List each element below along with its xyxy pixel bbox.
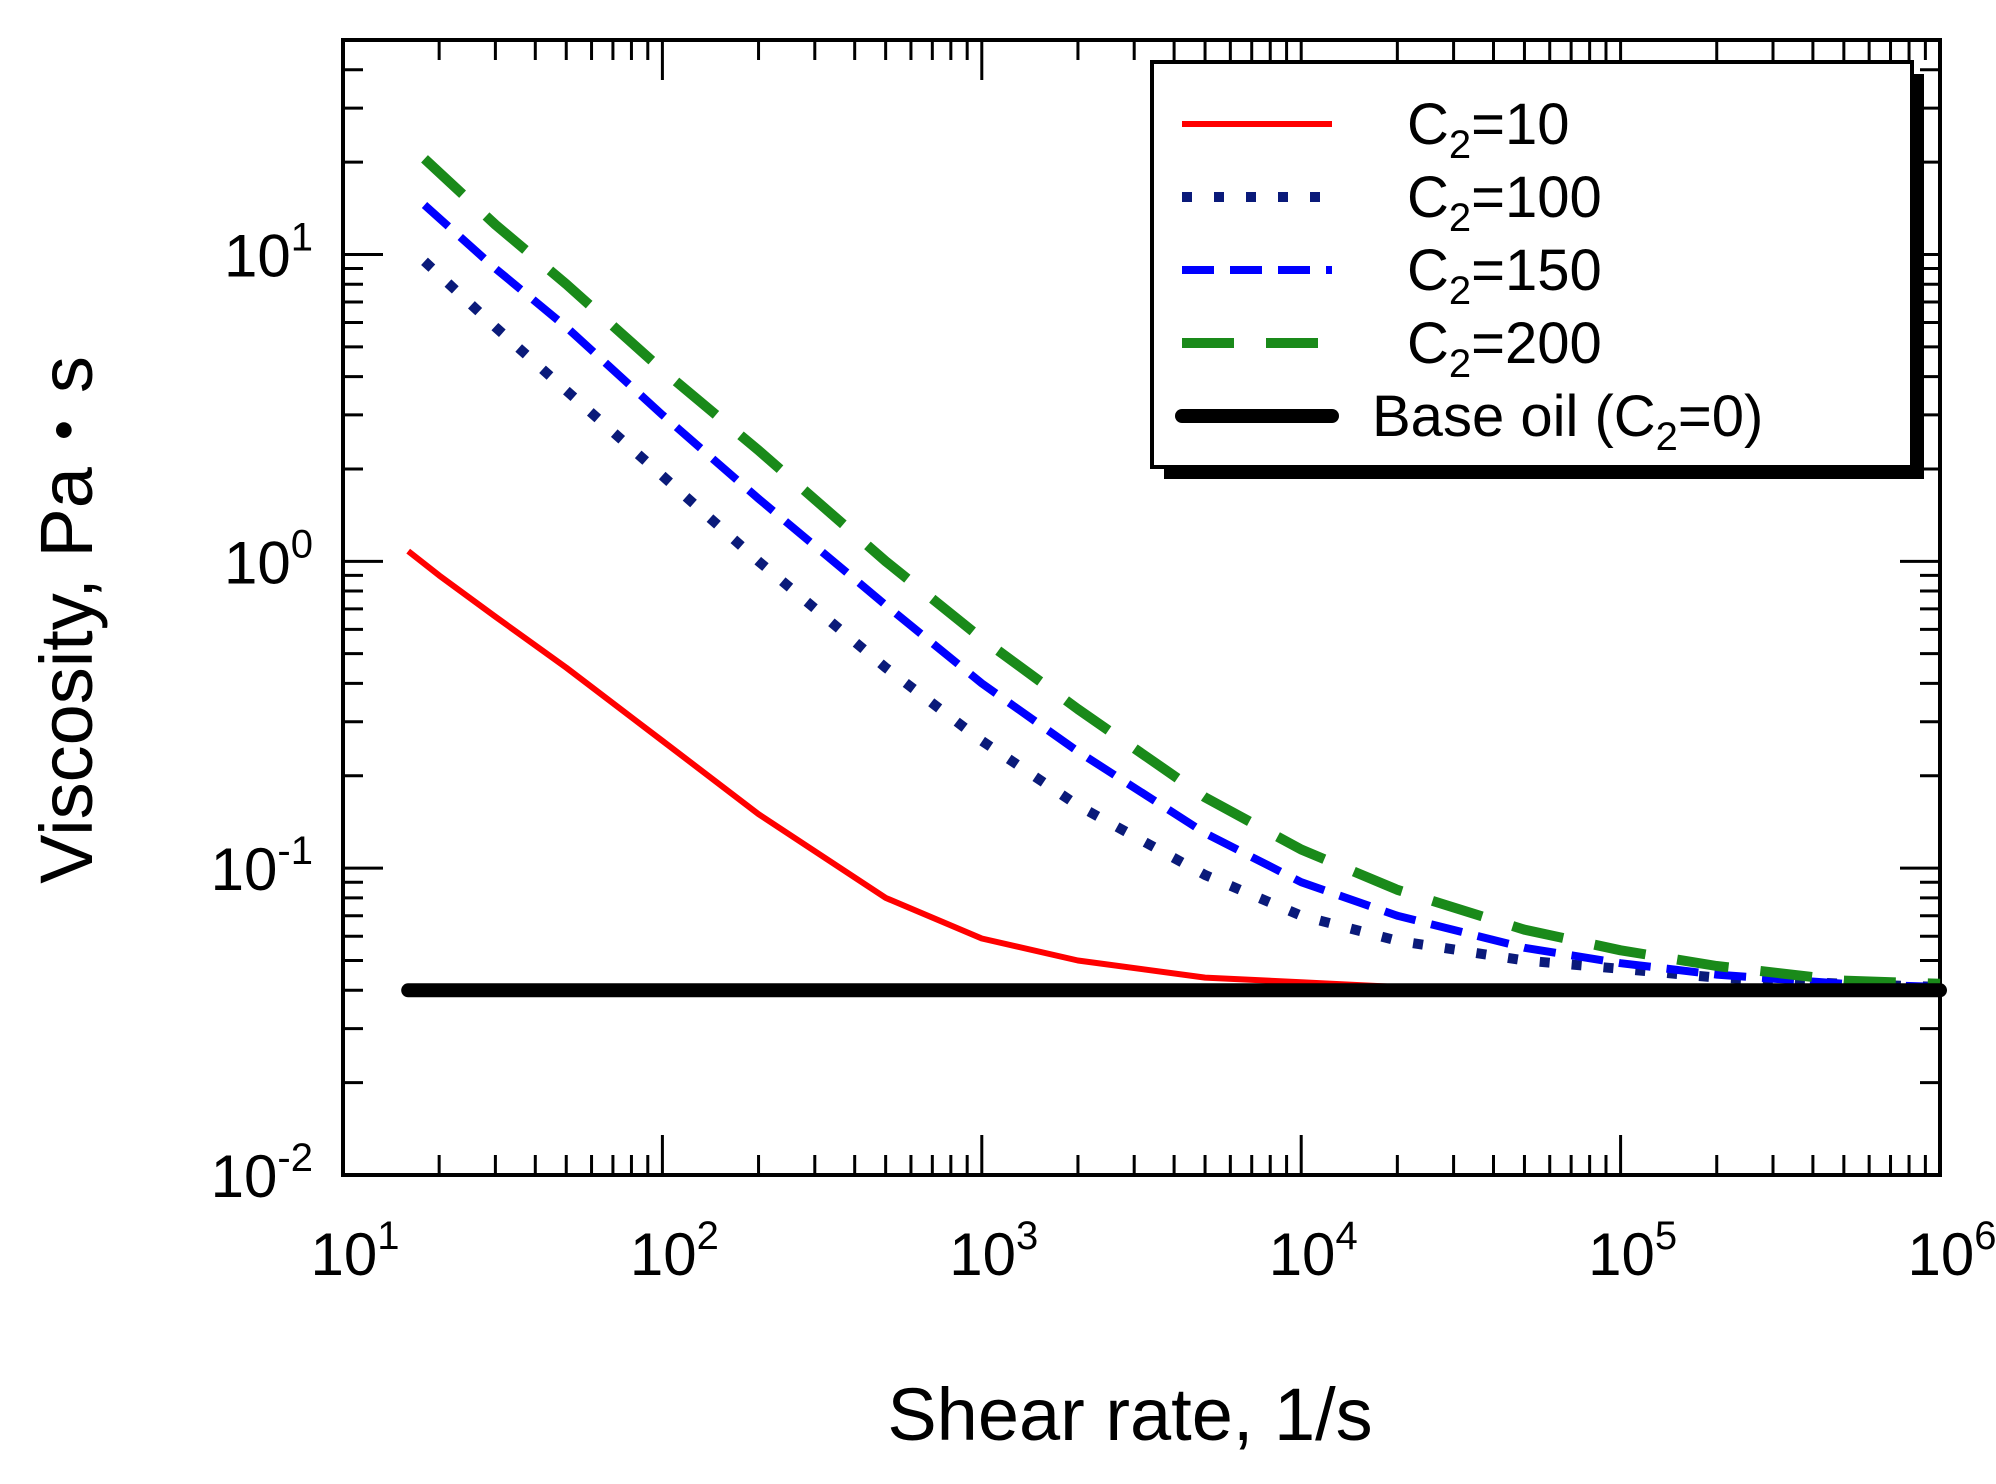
series-line-1 [421,257,1941,992]
y-tick-label: 100 [224,522,313,596]
x-axis-label: Shear rate, 1/s [887,1373,1372,1456]
y-tick-label: 101 [224,215,313,289]
x-tick-label: 103 [949,1214,1038,1288]
series-line-2 [421,202,1941,991]
y-tick-label: 10-1 [211,829,313,903]
x-tick-label: 102 [630,1214,719,1288]
y-axis-label: Viscosity, Pa・s [25,356,108,884]
tick-labels: 101 102 103 104 105 106 10-2 10-1 100 101 [211,215,1996,1288]
x-tick-label: 105 [1588,1214,1677,1288]
x-tick-label: 104 [1269,1214,1358,1288]
y-tick-label: 10-2 [211,1136,313,1210]
legend-label-0: C2=10 [1407,92,1570,167]
axis-ticks [341,38,1940,1177]
legend-label-2: C2=150 [1407,238,1602,313]
legend-label-3: C2=200 [1407,311,1602,386]
data-series [401,155,1947,998]
series-line-3 [421,155,1941,989]
legend-label-4: Base oil (C2=0) [1372,384,1763,459]
legend-box [1150,60,1914,469]
x-tick-label: 106 [1908,1214,1996,1288]
legend-label-1: C2=100 [1407,165,1602,240]
x-tick-label: 101 [311,1214,400,1288]
